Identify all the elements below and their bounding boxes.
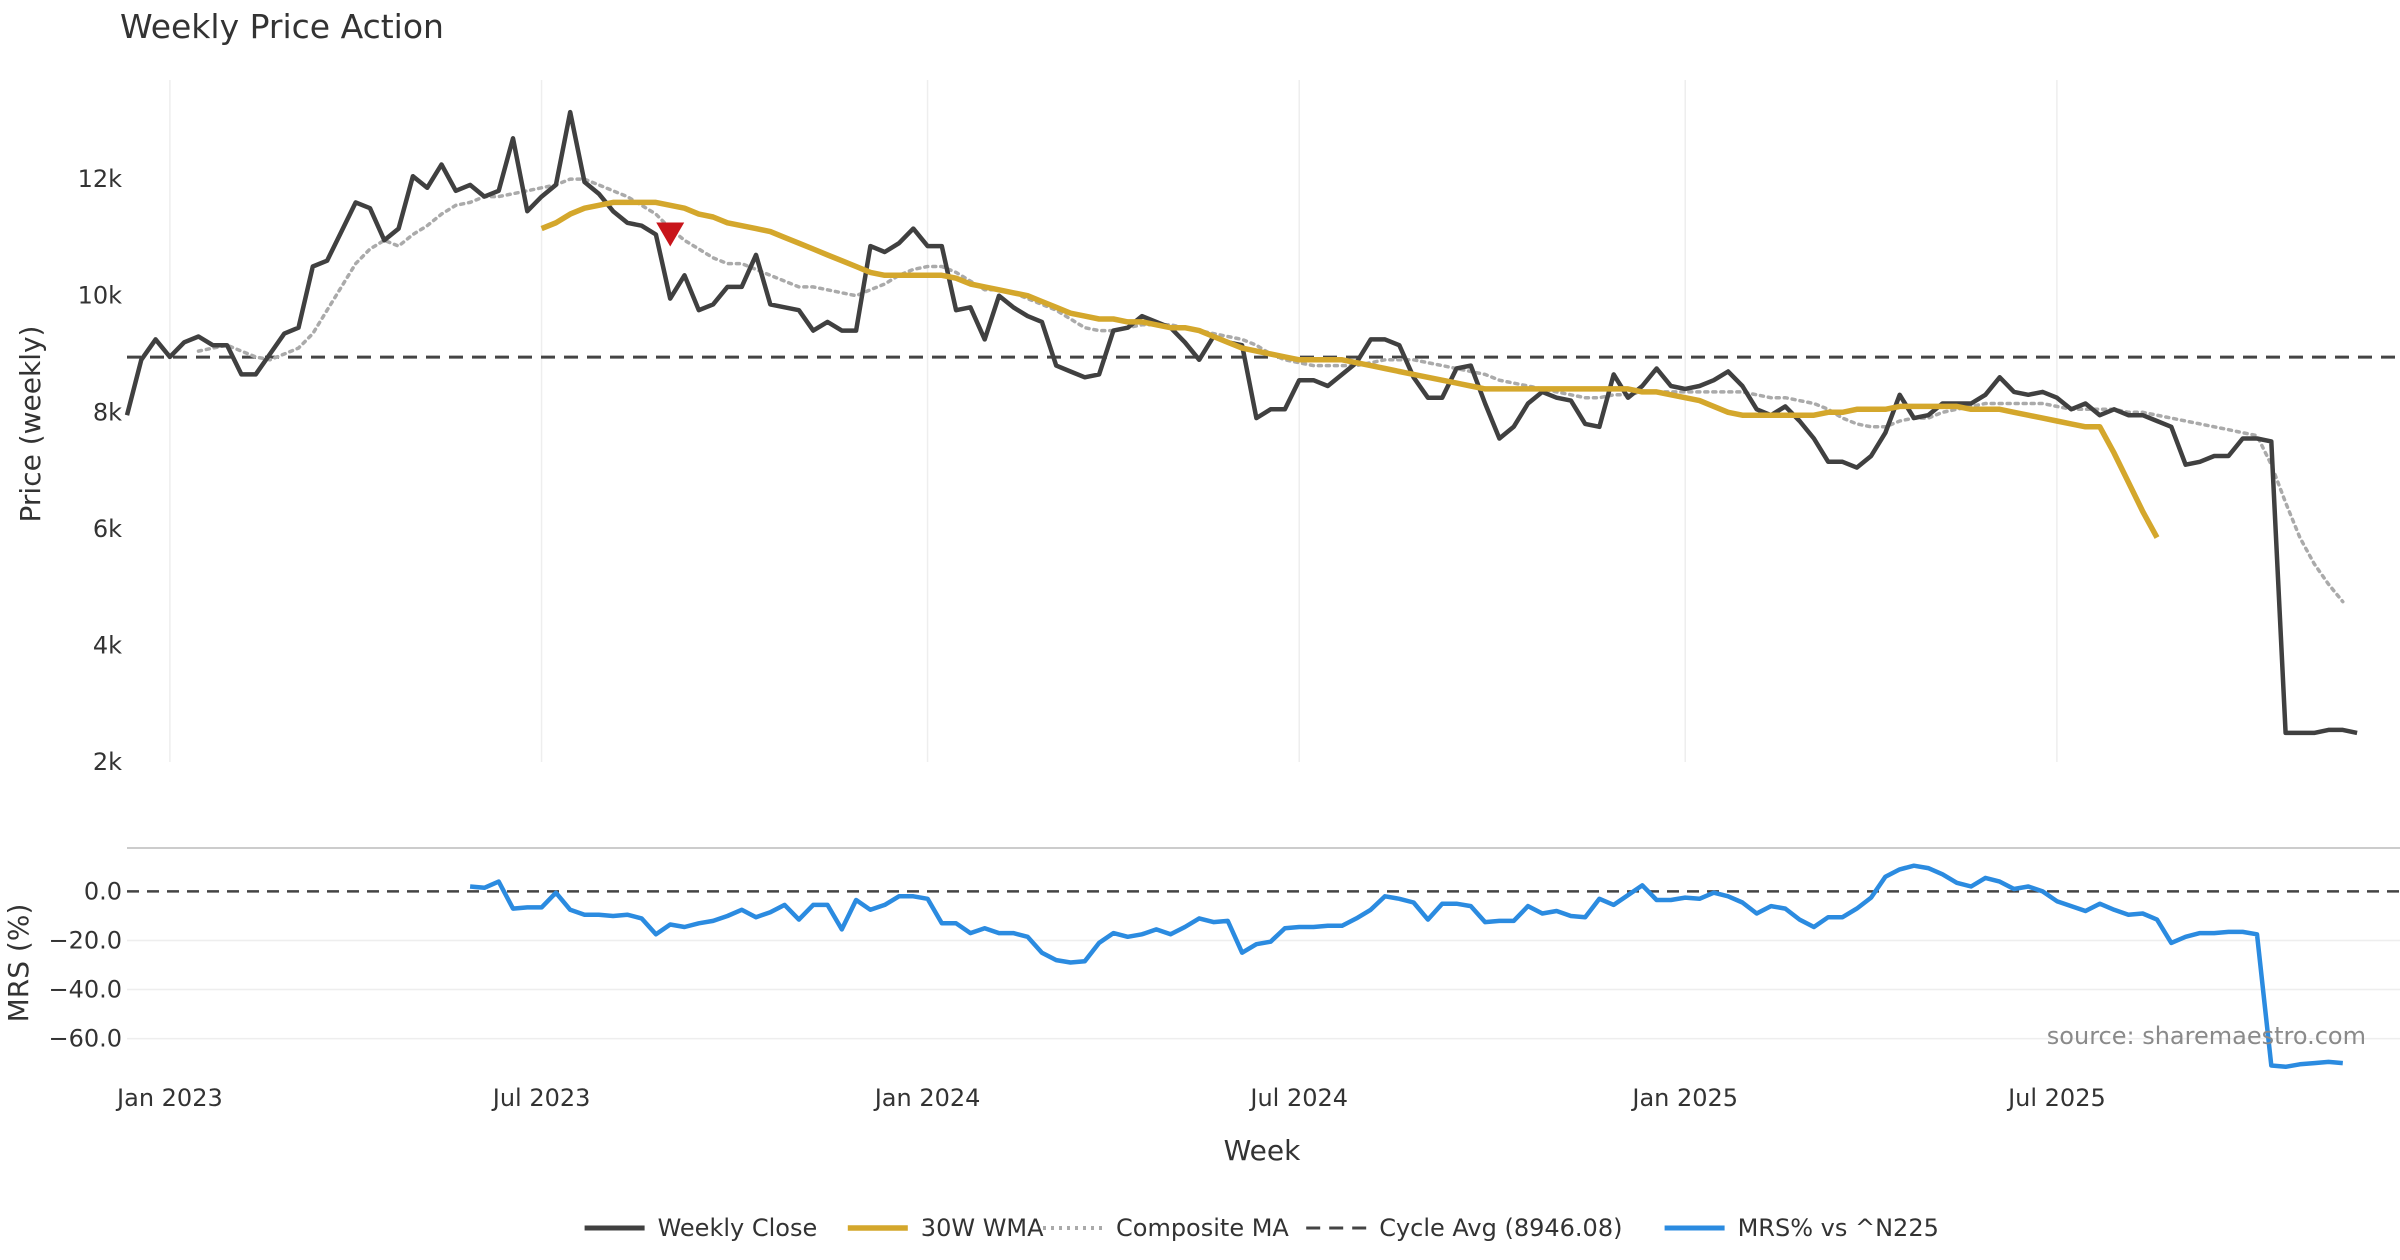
price-y-axis: 2k 4k 6k 8k 10k 12k	[78, 165, 123, 776]
chart-title: Weekly Price Action	[120, 7, 444, 46]
mrs-y-tick-label: −20.0	[48, 926, 122, 954]
price-y-tick-label: 4k	[93, 631, 122, 659]
mrs-line	[469, 863, 2343, 1070]
mrs-panel-gridlines	[127, 890, 2400, 1040]
legend-label: Cycle Avg (8946.08)	[1379, 1214, 1622, 1242]
x-axis-title: Week	[1224, 1134, 1301, 1167]
x-tick-label: Jan 2025	[1630, 1084, 1738, 1112]
price-y-tick-label: 10k	[78, 282, 123, 310]
wma-30w-line	[540, 199, 2160, 539]
x-tick-label: Jul 2023	[491, 1084, 591, 1112]
price-y-tick-label: 6k	[93, 515, 122, 543]
x-axis: Jan 2023 Jul 2023 Jan 2024 Jul 2024 Jan 2025…	[115, 1084, 2106, 1112]
x-tick-label: Jan 2023	[115, 1084, 223, 1112]
x-tick-label: Jan 2024	[873, 1084, 981, 1112]
mrs-y-axis-title: MRS (%)	[2, 904, 35, 1023]
composite-ma-line	[196, 177, 2345, 604]
mrs-panel-plot-area	[469, 863, 2343, 1070]
legend-label: Composite MA	[1116, 1214, 1289, 1242]
source-note: source: sharemaestro.com	[2047, 1022, 2366, 1050]
legend-label: Weekly Close	[658, 1214, 818, 1242]
legend: Weekly Close 30W WMA Composite MA Cycle Avg…	[584, 1214, 1939, 1242]
price-y-tick-label: 8k	[93, 398, 122, 426]
legend-label: MRS% vs ^N225	[1738, 1214, 1939, 1242]
x-tick-label: Jul 2024	[1248, 1084, 1348, 1112]
price-y-tick-label: 12k	[78, 165, 123, 193]
mrs-y-tick-label: −40.0	[48, 976, 122, 1004]
mrs-y-axis: 0.0 −20.0 −40.0 −60.0	[48, 877, 122, 1052]
mrs-y-tick-label: 0.0	[84, 877, 122, 905]
price-panel-plot-area	[124, 109, 2400, 736]
price-y-axis-title: Price (weekly)	[14, 326, 47, 523]
x-tick-label: Jul 2025	[2006, 1084, 2106, 1112]
price-y-tick-label: 2k	[93, 748, 122, 776]
sell-signal-marker	[656, 222, 685, 247]
mrs-y-tick-label: −60.0	[48, 1025, 122, 1053]
legend-label: 30W WMA	[921, 1214, 1044, 1242]
